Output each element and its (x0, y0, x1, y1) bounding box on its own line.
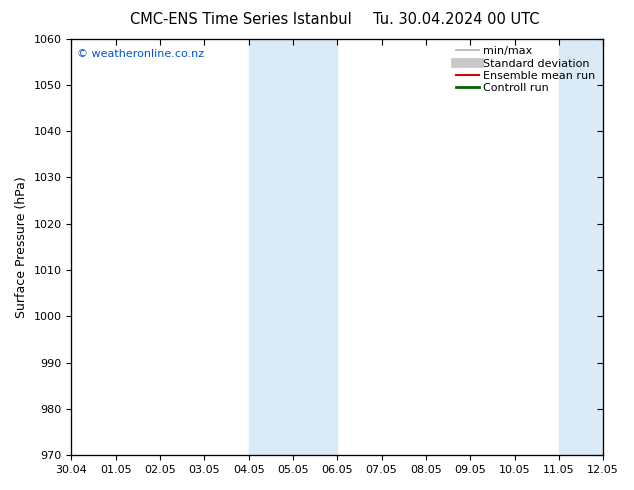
Legend: min/max, Standard deviation, Ensemble mean run, Controll run: min/max, Standard deviation, Ensemble me… (454, 44, 598, 95)
Y-axis label: Surface Pressure (hPa): Surface Pressure (hPa) (15, 176, 28, 318)
Text: CMC-ENS Time Series Istanbul: CMC-ENS Time Series Istanbul (130, 12, 352, 27)
Text: Tu. 30.04.2024 00 UTC: Tu. 30.04.2024 00 UTC (373, 12, 540, 27)
Bar (559, 39, 603, 455)
Text: © weatheronline.co.nz: © weatheronline.co.nz (77, 49, 204, 59)
Bar (249, 39, 337, 455)
